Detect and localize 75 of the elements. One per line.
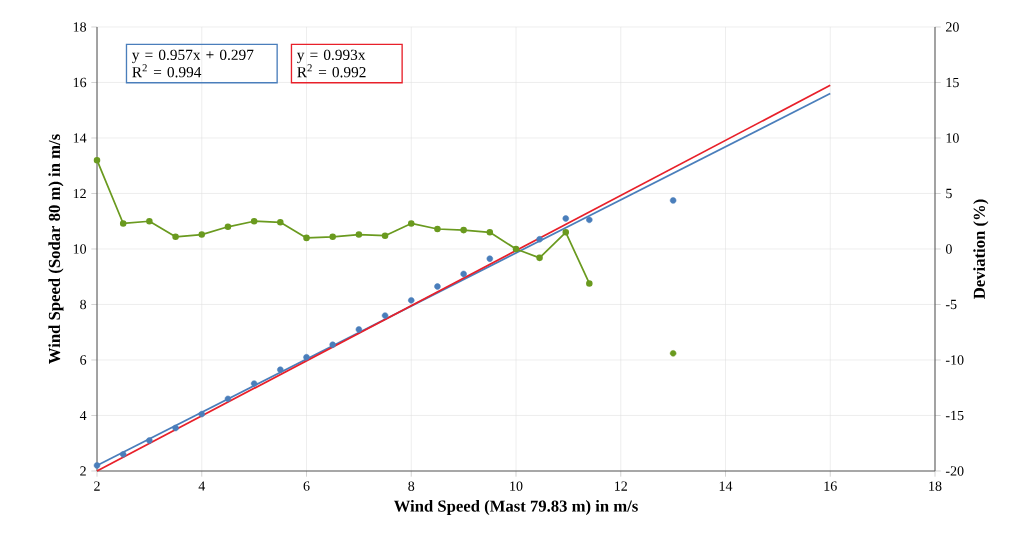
point [329, 341, 336, 348]
point [562, 215, 569, 222]
y-tick-label: 2 [80, 466, 86, 476]
point [408, 297, 415, 304]
point [407, 220, 415, 227]
point [93, 462, 101, 469]
point [486, 229, 494, 236]
point [381, 232, 389, 239]
point [460, 226, 467, 234]
y2-axis-title: Deviation (%) [973, 199, 989, 299]
point [434, 225, 441, 233]
x-tick-label: 10 [510, 481, 523, 491]
y2-tick-label: -20 [945, 466, 964, 476]
y-tick-label: 16 [73, 77, 87, 88]
point [172, 424, 179, 432]
y2-tick-label: 15 [946, 77, 959, 88]
y-tick-label: 14 [73, 133, 87, 143]
point [250, 380, 258, 387]
point [536, 254, 543, 262]
x-tick-label: 16 [824, 481, 837, 491]
x-tick-label: 2 [94, 481, 100, 491]
point [277, 366, 284, 373]
point [198, 410, 205, 418]
point [198, 231, 206, 238]
point [512, 245, 520, 253]
point [486, 255, 494, 262]
y2-tick-label: -10 [945, 355, 964, 365]
y-tick-label: 6 [80, 355, 87, 365]
point [303, 354, 310, 361]
point [250, 217, 258, 225]
y2-tick-label: -5 [945, 299, 957, 310]
point [93, 156, 101, 164]
point [303, 234, 310, 242]
x-tick-label: 18 [929, 481, 942, 491]
point [562, 229, 570, 236]
y-tick-label: 4 [79, 410, 87, 421]
y2-tick-label: 10 [946, 133, 959, 143]
point [669, 350, 677, 357]
point [172, 233, 179, 241]
point [224, 395, 232, 403]
point [586, 216, 593, 224]
point [146, 217, 153, 225]
point [119, 220, 127, 227]
y2-tick-label: 5 [946, 188, 952, 199]
point [460, 270, 467, 278]
x-tick-label: 14 [719, 481, 733, 491]
y-tick-label: 10 [73, 244, 87, 254]
point [355, 231, 363, 238]
y2-tick-label: -15 [945, 410, 964, 421]
annotation: y = 0.993x [296, 49, 366, 64]
x-tick-label: 4 [198, 481, 206, 491]
point [119, 451, 127, 458]
point [536, 236, 543, 243]
annotation: R$^{2}$ = 0.992 [297, 64, 366, 78]
y-axis-title: Wind Speed (Sodar 80 m) in m/s [48, 134, 64, 364]
point [355, 326, 363, 333]
x-axis-title: Wind Speed (Mast 79.83 m) in m/s [393, 499, 638, 516]
point [381, 312, 389, 319]
x-tick-label: 8 [408, 481, 415, 491]
y-tick-label: 12 [73, 188, 86, 199]
annotation: R$^{2}$ = 0.994 [132, 64, 202, 78]
y2-tick-label: 0 [945, 244, 952, 254]
annotation: y = 0.957x + 0.297 [132, 49, 254, 64]
y-tick-label: 18 [73, 22, 87, 32]
x-tick-label: 6 [303, 481, 310, 491]
point [277, 219, 284, 226]
point [224, 223, 232, 231]
point [434, 283, 441, 290]
x-tick-label: 12 [614, 481, 627, 491]
y2-tick-label: 20 [946, 22, 959, 32]
point [329, 233, 336, 241]
point [146, 437, 153, 444]
y-tick-label: 8 [80, 299, 87, 310]
point [669, 197, 677, 204]
point [586, 280, 593, 287]
